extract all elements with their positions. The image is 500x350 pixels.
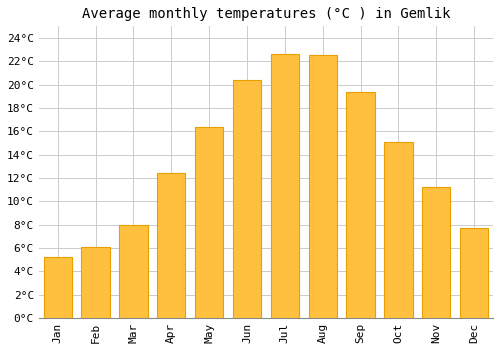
Bar — [44, 257, 72, 318]
Bar — [384, 142, 412, 318]
Bar — [82, 247, 110, 318]
Bar — [119, 225, 148, 318]
Bar — [308, 55, 337, 318]
Title: Average monthly temperatures (°C ) in Gemlik: Average monthly temperatures (°C ) in Ge… — [82, 7, 450, 21]
Bar — [195, 127, 224, 318]
Bar — [422, 187, 450, 318]
Bar — [157, 173, 186, 318]
Bar — [270, 54, 299, 318]
Bar — [460, 228, 488, 318]
Bar — [233, 80, 261, 318]
Bar — [346, 92, 375, 318]
